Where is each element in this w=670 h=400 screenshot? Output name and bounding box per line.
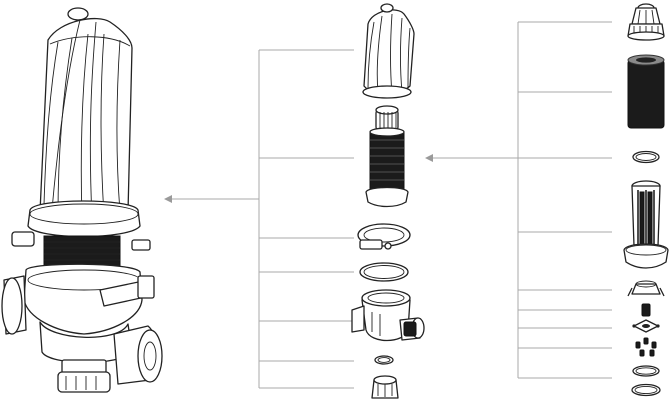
pins	[635, 337, 657, 357]
spine	[623, 180, 669, 269]
small-o-ring	[374, 355, 394, 365]
hub	[632, 319, 660, 333]
spring-cone	[627, 280, 665, 297]
o-ring-1	[632, 365, 660, 377]
leader-lines-cartridge	[425, 21, 612, 379]
small-stem	[641, 303, 651, 317]
assembled-filter	[1, 7, 163, 393]
arrowhead-to-cartridge	[425, 154, 433, 162]
disc-cartridge	[365, 105, 409, 208]
clamp	[357, 223, 411, 250]
cartridge-cap	[627, 3, 665, 41]
filter-body	[351, 289, 425, 342]
drain-nut	[371, 375, 399, 399]
leader-lines-main	[164, 49, 354, 389]
o-ring	[359, 262, 409, 282]
arrowhead-to-assembly	[164, 195, 172, 203]
cartridge-o-ring	[632, 150, 660, 164]
filter-cover	[362, 3, 415, 99]
disc-stack	[627, 54, 665, 129]
o-ring-2	[631, 383, 661, 397]
